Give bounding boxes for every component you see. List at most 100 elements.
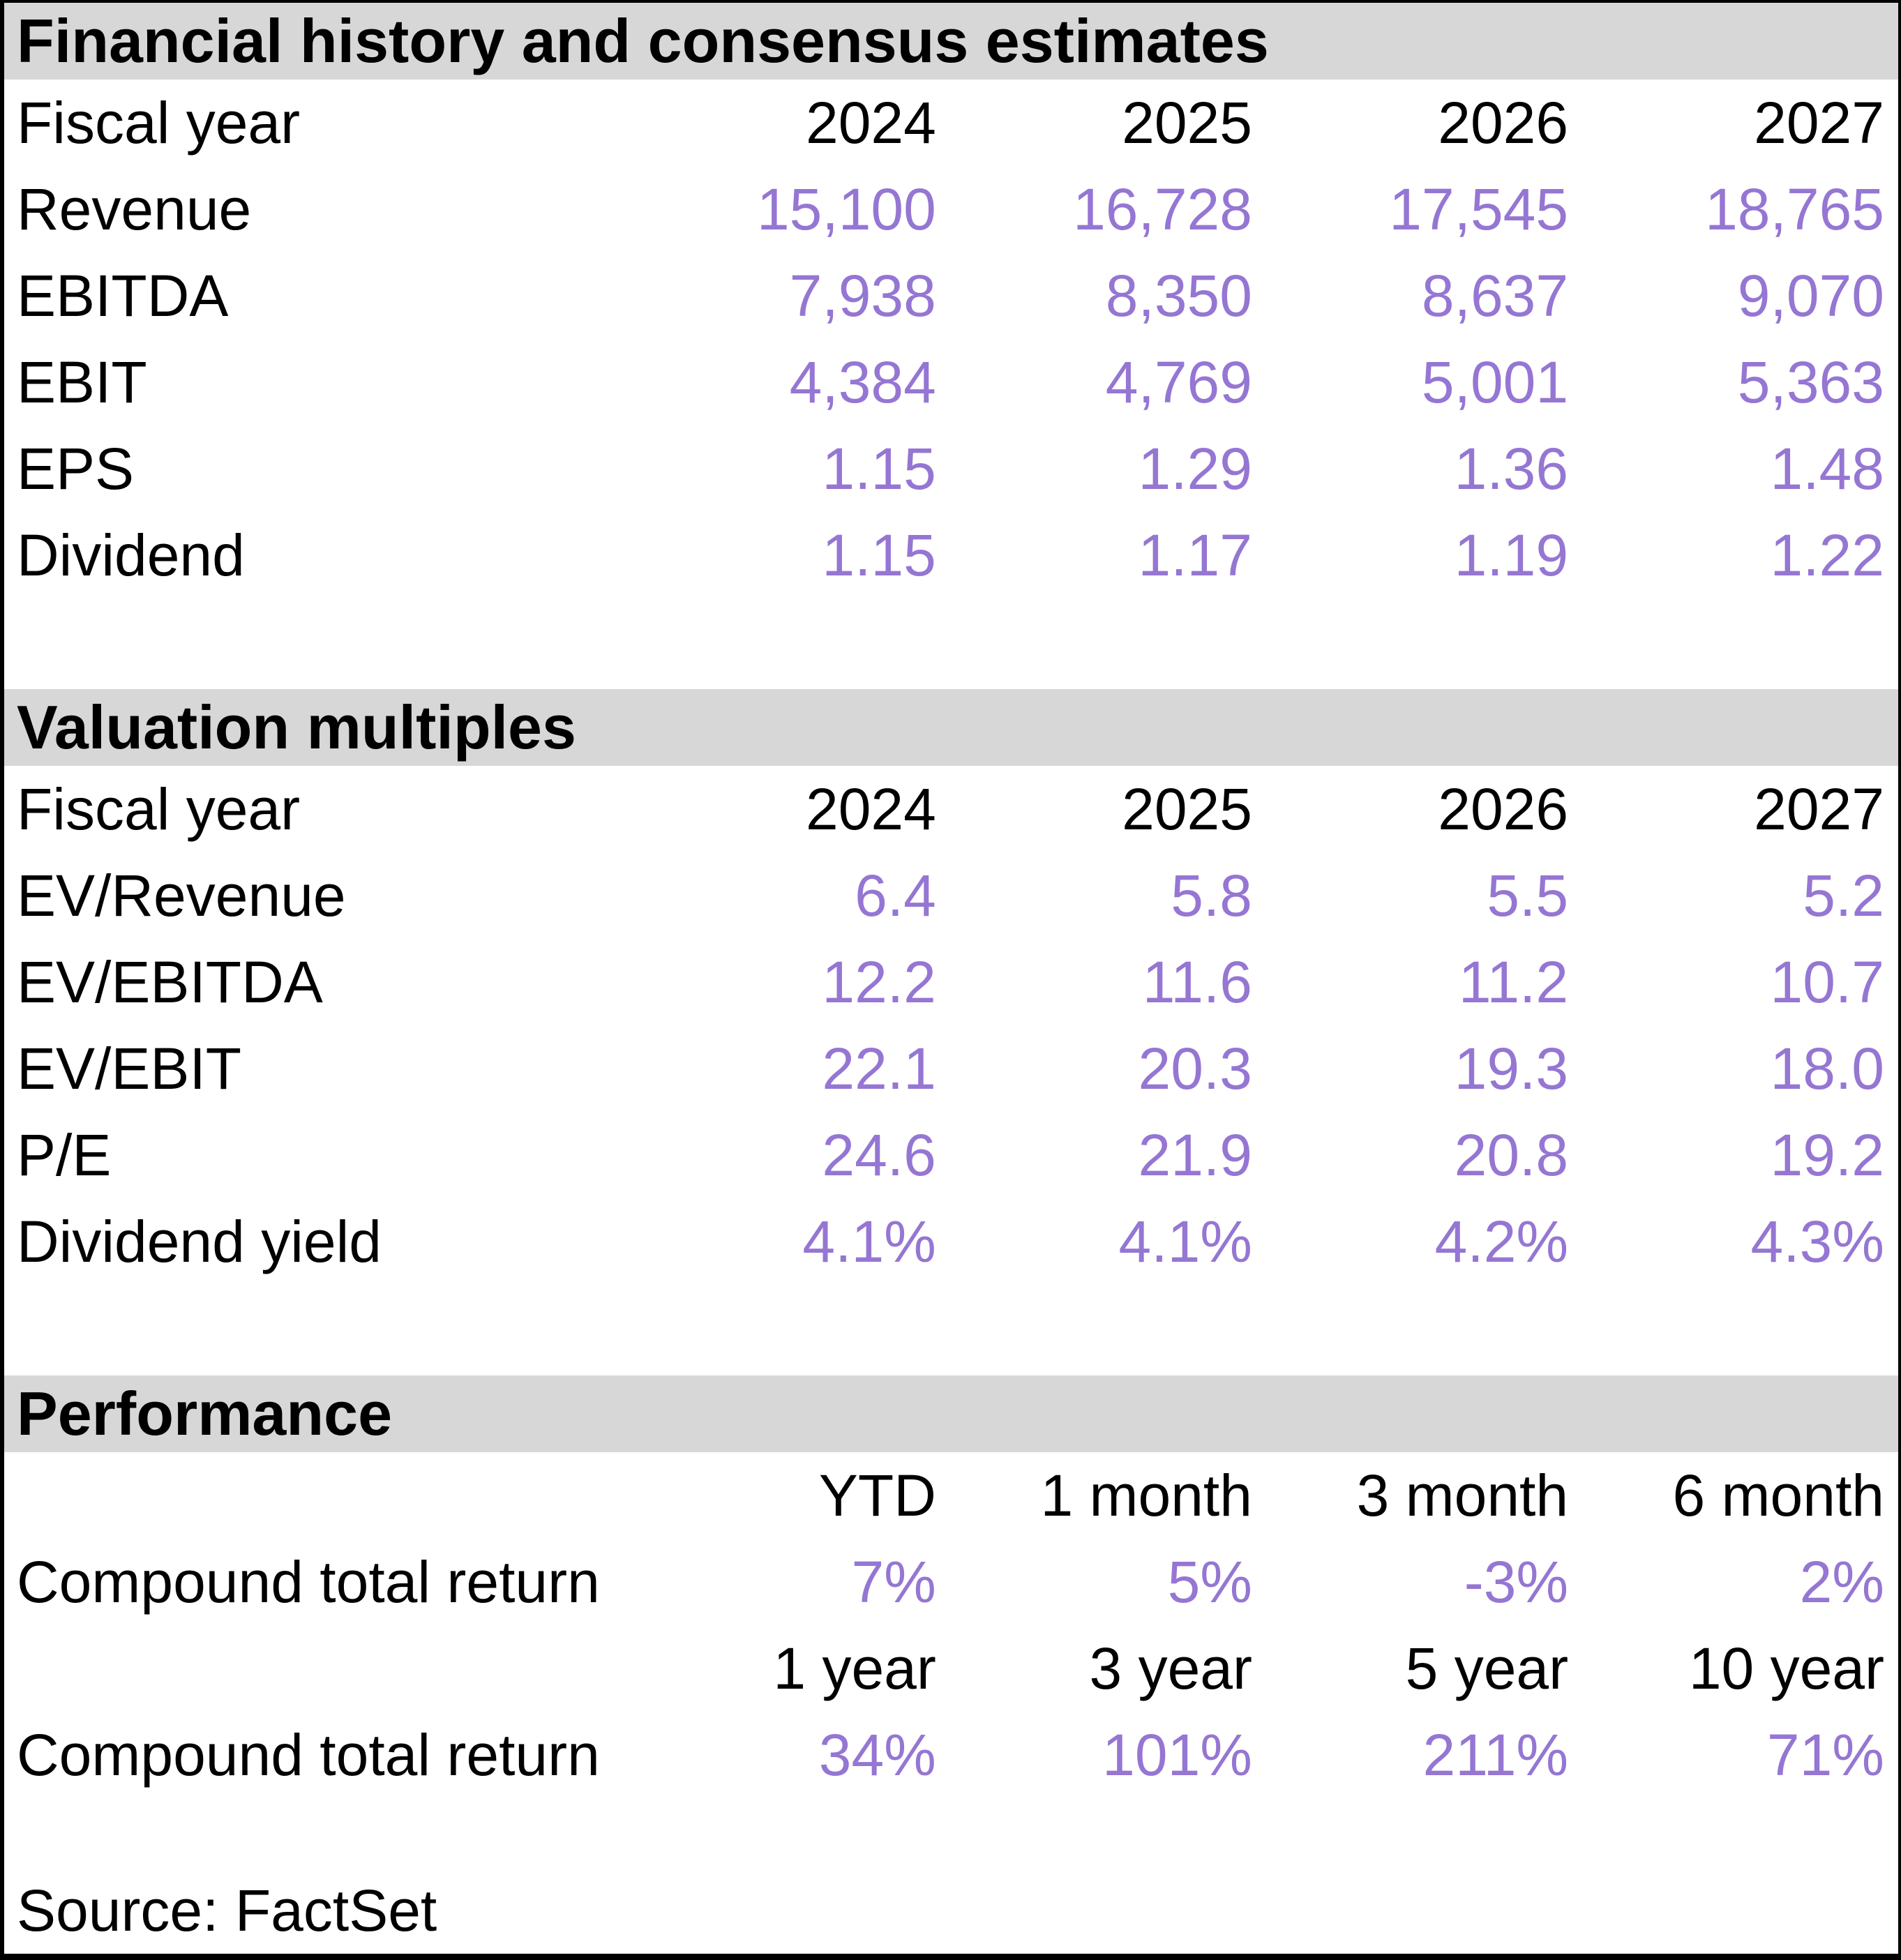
data-cell: 12.2 [822,949,936,1015]
data-cell: 15,100 [756,176,936,242]
table-row-revenue: Revenue 15,100 16,728 17,545 18,765 [4,166,1898,252]
section-gap [4,1285,1898,1375]
table-row-eps: EPS 1.15 1.29 1.36 1.48 [4,425,1898,512]
data-cell: 5.8 [1171,862,1252,928]
row-label: EV/EBIT [17,1035,242,1101]
year-column-header: 2025 [1122,776,1252,842]
data-cell: 24.6 [822,1122,936,1188]
data-cell: 18.0 [1770,1035,1885,1101]
data-cell: 4.2% [1434,1208,1569,1274]
row-label: EV/Revenue [17,862,346,928]
period-column-header: YTD [818,1462,936,1528]
row-label: Dividend yield [17,1208,382,1274]
data-cell: 7% [851,1548,936,1615]
data-cell: 17,545 [1389,176,1569,242]
data-cell: 5% [1167,1548,1252,1615]
source-attribution: Source: FactSet [4,1867,1898,1954]
period-column-header: 10 year [1688,1635,1884,1701]
data-cell: 5.2 [1803,862,1884,928]
data-cell: 4.1% [802,1208,936,1274]
data-cell: 1.15 [822,522,936,588]
data-cell: 4,384 [789,349,936,415]
row-label: Dividend [17,522,245,588]
section-title: Valuation multiples [17,693,576,762]
table-row-ev-revenue: EV/Revenue 6.4 5.8 5.5 5.2 [4,852,1898,939]
row-label: EBIT [17,349,147,415]
data-cell: 8,350 [1105,262,1252,329]
data-cell: 34% [818,1721,936,1788]
table-row-ev-ebitda: EV/EBITDA 12.2 11.6 11.2 10.7 [4,939,1898,1025]
period-column-header: 6 month [1672,1462,1884,1528]
row-label: EPS [17,435,135,502]
data-cell: 7,938 [789,262,936,329]
period-column-header: 1 month [1040,1462,1252,1528]
period-column-header: 5 year [1405,1635,1569,1701]
data-cell: 2% [1799,1548,1884,1615]
data-cell: 8,637 [1421,262,1569,329]
section-title: Financial history and consensus estimate… [17,6,1269,75]
data-cell: 1.15 [822,435,936,502]
row-label: Fiscal year [17,776,301,842]
data-cell: 6.4 [855,862,936,928]
fiscal-year-header-row: Fiscal year 2024 2025 2026 2027 [4,80,1898,166]
period-column-header: 3 month [1356,1462,1569,1528]
table-row-compound-total-return-short: Compound total return 7% 5% -3% 2% [4,1539,1898,1625]
section-header-financial-history: Financial history and consensus estimate… [4,3,1898,80]
data-cell: 5,363 [1737,349,1884,415]
data-cell: 71% [1766,1721,1884,1788]
data-cell: 4.3% [1750,1208,1884,1274]
table-row-dividend-yield: Dividend yield 4.1% 4.1% 4.2% 4.3% [4,1198,1898,1285]
data-cell: 10.7 [1770,949,1885,1015]
data-cell: -3% [1464,1548,1569,1615]
table-row-pe: P/E 24.6 21.9 20.8 19.2 [4,1112,1898,1198]
data-cell: 5.5 [1487,862,1569,928]
section-header-performance: Performance [4,1375,1898,1452]
data-cell: 1.19 [1454,522,1569,588]
data-cell: 4.1% [1118,1208,1252,1274]
fiscal-year-header-row: Fiscal year 2024 2025 2026 2027 [4,766,1898,852]
data-cell: 18,765 [1705,176,1884,242]
data-cell: 1.22 [1770,522,1885,588]
year-column-header: 2025 [1122,89,1252,156]
source-text: Source: FactSet [17,1877,437,1943]
row-label: EV/EBITDA [17,949,323,1015]
period-header-row-long-term: 1 year 3 year 5 year 10 year [4,1625,1898,1712]
section-title: Performance [17,1379,393,1448]
table-row-ev-ebit: EV/EBIT 22.1 20.3 19.3 18.0 [4,1025,1898,1112]
row-label: P/E [17,1122,112,1188]
table-row-dividend: Dividend 1.15 1.17 1.19 1.22 [4,512,1898,598]
year-column-header: 2026 [1438,89,1569,156]
table-row-ebit: EBIT 4,384 4,769 5,001 5,363 [4,339,1898,425]
data-cell: 1.17 [1138,522,1252,588]
data-cell: 20.8 [1454,1122,1569,1188]
data-cell: 22.1 [822,1035,936,1101]
data-cell: 20.3 [1138,1035,1252,1101]
data-cell: 11.2 [1458,949,1569,1015]
data-cell: 9,070 [1737,262,1884,329]
data-cell: 19.2 [1770,1122,1885,1188]
data-cell: 1.29 [1138,435,1252,502]
row-label: Compound total return [17,1721,600,1788]
row-label: Revenue [17,176,252,242]
year-column-header: 2026 [1438,776,1569,842]
data-cell: 1.36 [1454,435,1569,502]
data-cell: 16,728 [1073,176,1252,242]
data-cell: 4,769 [1105,349,1252,415]
data-cell: 1.48 [1770,435,1885,502]
table-row-compound-total-return-long: Compound total return 34% 101% 211% 71% [4,1712,1898,1798]
year-column-header: 2024 [805,776,936,842]
data-cell: 21.9 [1138,1122,1252,1188]
year-column-header: 2027 [1754,89,1884,156]
year-column-header: 2027 [1754,776,1884,842]
row-label: Fiscal year [17,89,301,156]
section-header-valuation-multiples: Valuation multiples [4,689,1898,766]
data-cell: 5,001 [1421,349,1569,415]
data-cell: 19.3 [1454,1035,1569,1101]
section-gap [4,598,1898,689]
year-column-header: 2024 [805,89,936,156]
period-column-header: 1 year [773,1635,936,1701]
table-row-ebitda: EBITDA 7,938 8,350 8,637 9,070 [4,252,1898,339]
data-cell: 101% [1102,1721,1252,1788]
data-cell: 211% [1422,1721,1569,1788]
